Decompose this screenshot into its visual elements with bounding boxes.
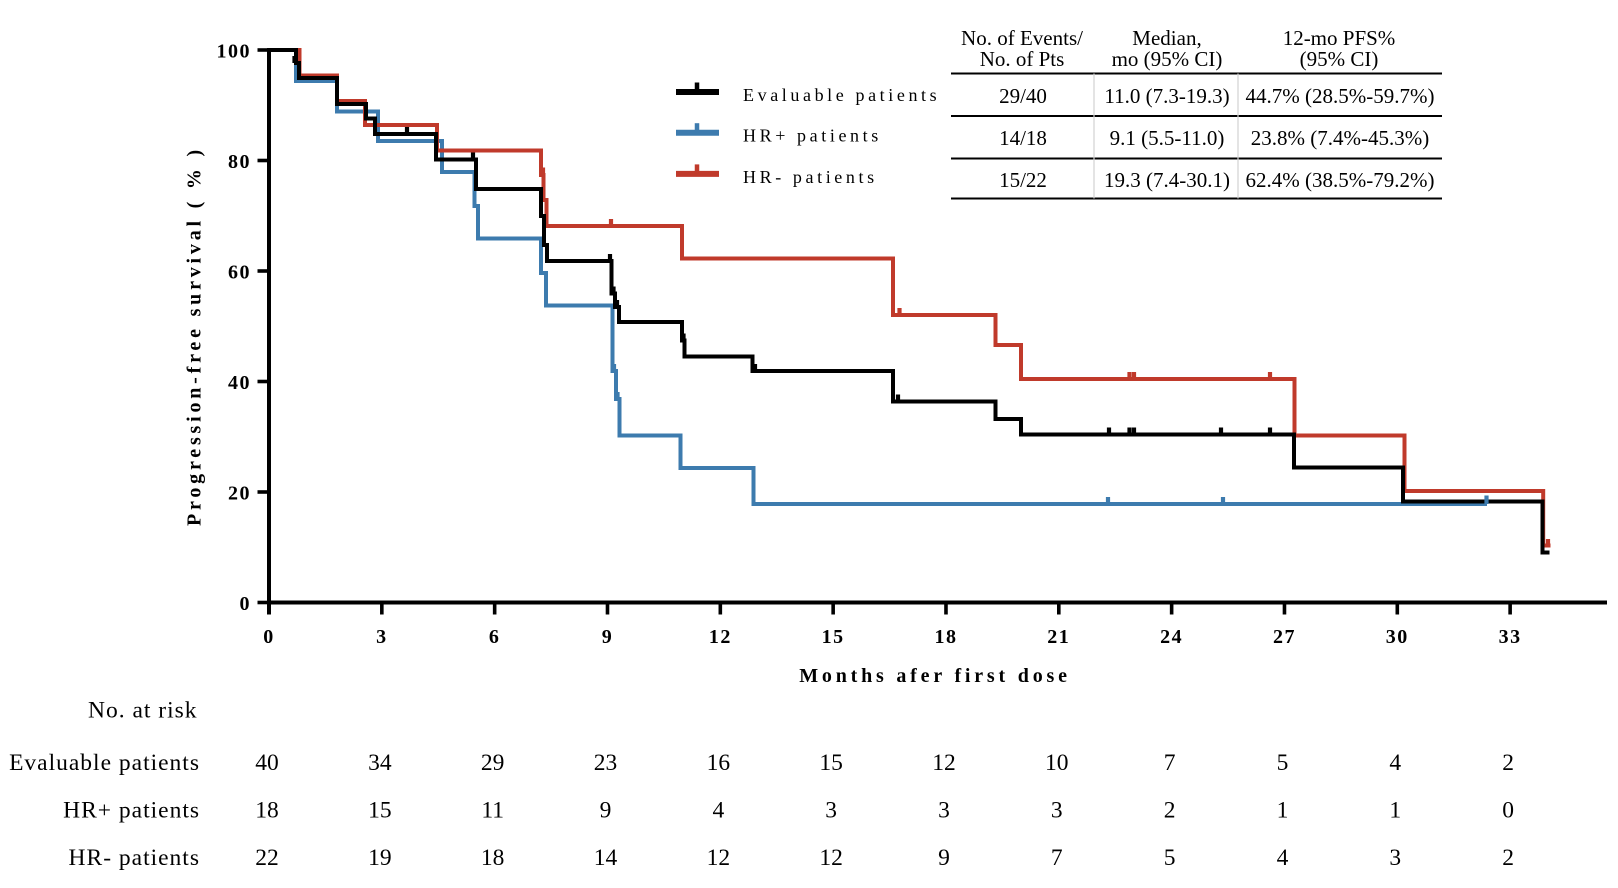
svg-text:0: 0 [240,593,252,615]
svg-text:0: 0 [1502,798,1514,824]
svg-text:23.8% (7.4%-45.3%): 23.8% (7.4%-45.3%) [1251,126,1429,150]
svg-text:3: 3 [1051,798,1063,824]
svg-text:16: 16 [707,750,731,776]
svg-text:15/22: 15/22 [999,168,1047,192]
svg-text:14/18: 14/18 [999,126,1047,150]
svg-text:40: 40 [255,750,279,776]
svg-text:23: 23 [594,750,618,776]
svg-text:100: 100 [217,41,252,63]
svg-text:7: 7 [1164,750,1176,776]
svg-text:HR+ patients: HR+ patients [743,126,882,146]
svg-text:3: 3 [1389,845,1401,871]
svg-text:19.3 (7.4-30.1): 19.3 (7.4-30.1) [1104,168,1230,192]
svg-text:7: 7 [1051,845,1063,871]
svg-text:18: 18 [481,845,505,871]
svg-text:20: 20 [228,483,251,505]
svg-text:12: 12 [709,626,732,648]
svg-text:9: 9 [600,798,612,824]
svg-text:29: 29 [481,750,505,776]
svg-text:No. of Events/: No. of Events/ [961,26,1083,50]
svg-text:9.1 (5.5-11.0): 9.1 (5.5-11.0) [1110,126,1225,150]
svg-text:18: 18 [255,798,279,824]
svg-text:27: 27 [1273,626,1296,648]
svg-text:No. at risk: No. at risk [88,698,198,724]
svg-text:29/40: 29/40 [999,84,1047,108]
svg-text:No. of Pts: No. of Pts [980,47,1065,71]
svg-text:Evaluable patients: Evaluable patients [743,85,940,105]
svg-text:3: 3 [938,798,950,824]
svg-text:2: 2 [1502,845,1514,871]
svg-text:0: 0 [263,626,275,648]
svg-text:Months afer first dose: Months afer first dose [799,665,1071,687]
svg-text:5: 5 [1164,845,1176,871]
svg-text:62.4% (38.5%-79.2%): 62.4% (38.5%-79.2%) [1246,168,1435,192]
svg-text:19: 19 [368,845,392,871]
svg-text:HR- patients: HR- patients [743,167,878,187]
svg-text:18: 18 [934,626,957,648]
svg-text:12: 12 [819,845,843,871]
svg-text:24: 24 [1160,626,1183,648]
svg-text:12: 12 [707,845,731,871]
svg-text:12-mo PFS%: 12-mo PFS% [1283,26,1396,50]
svg-text:30: 30 [1386,626,1409,648]
svg-text:Evaluable patients: Evaluable patients [9,750,200,776]
svg-text:3: 3 [376,626,388,648]
svg-text:11.0 (7.3-19.3): 11.0 (7.3-19.3) [1104,84,1229,108]
svg-text:21: 21 [1047,626,1070,648]
svg-text:60: 60 [228,262,251,284]
svg-text:2: 2 [1502,750,1514,776]
svg-text:4: 4 [712,798,724,824]
svg-text:22: 22 [255,845,279,871]
svg-text:2: 2 [1164,798,1176,824]
svg-text:HR+ patients: HR+ patients [63,798,200,824]
svg-text:15: 15 [822,626,845,648]
svg-text:80: 80 [228,151,251,173]
svg-text:9: 9 [602,626,614,648]
svg-text:Median,: Median, [1132,26,1201,50]
svg-text:6: 6 [489,626,501,648]
svg-text:44.7% (28.5%-59.7%): 44.7% (28.5%-59.7%) [1246,84,1435,108]
svg-text:15: 15 [368,798,392,824]
svg-text:15: 15 [819,750,843,776]
svg-text:12: 12 [932,750,956,776]
svg-text:3: 3 [825,798,837,824]
svg-text:4: 4 [1277,845,1289,871]
svg-text:9: 9 [938,845,950,871]
svg-text:5: 5 [1277,750,1289,776]
svg-text:14: 14 [594,845,618,871]
svg-text:33: 33 [1499,626,1522,648]
svg-text:Progression-free survival ( %: Progression-free survival ( % ) [184,146,206,526]
svg-text:4: 4 [1389,750,1401,776]
svg-text:(95% CI): (95% CI) [1300,47,1379,71]
svg-text:1: 1 [1277,798,1289,824]
svg-text:mo (95% CI): mo (95% CI) [1112,47,1223,71]
svg-text:10: 10 [1045,750,1069,776]
svg-text:34: 34 [368,750,392,776]
svg-text:1: 1 [1389,798,1401,824]
svg-text:11: 11 [481,798,504,824]
svg-text:HR- patients: HR- patients [69,845,200,871]
svg-text:40: 40 [228,372,251,394]
